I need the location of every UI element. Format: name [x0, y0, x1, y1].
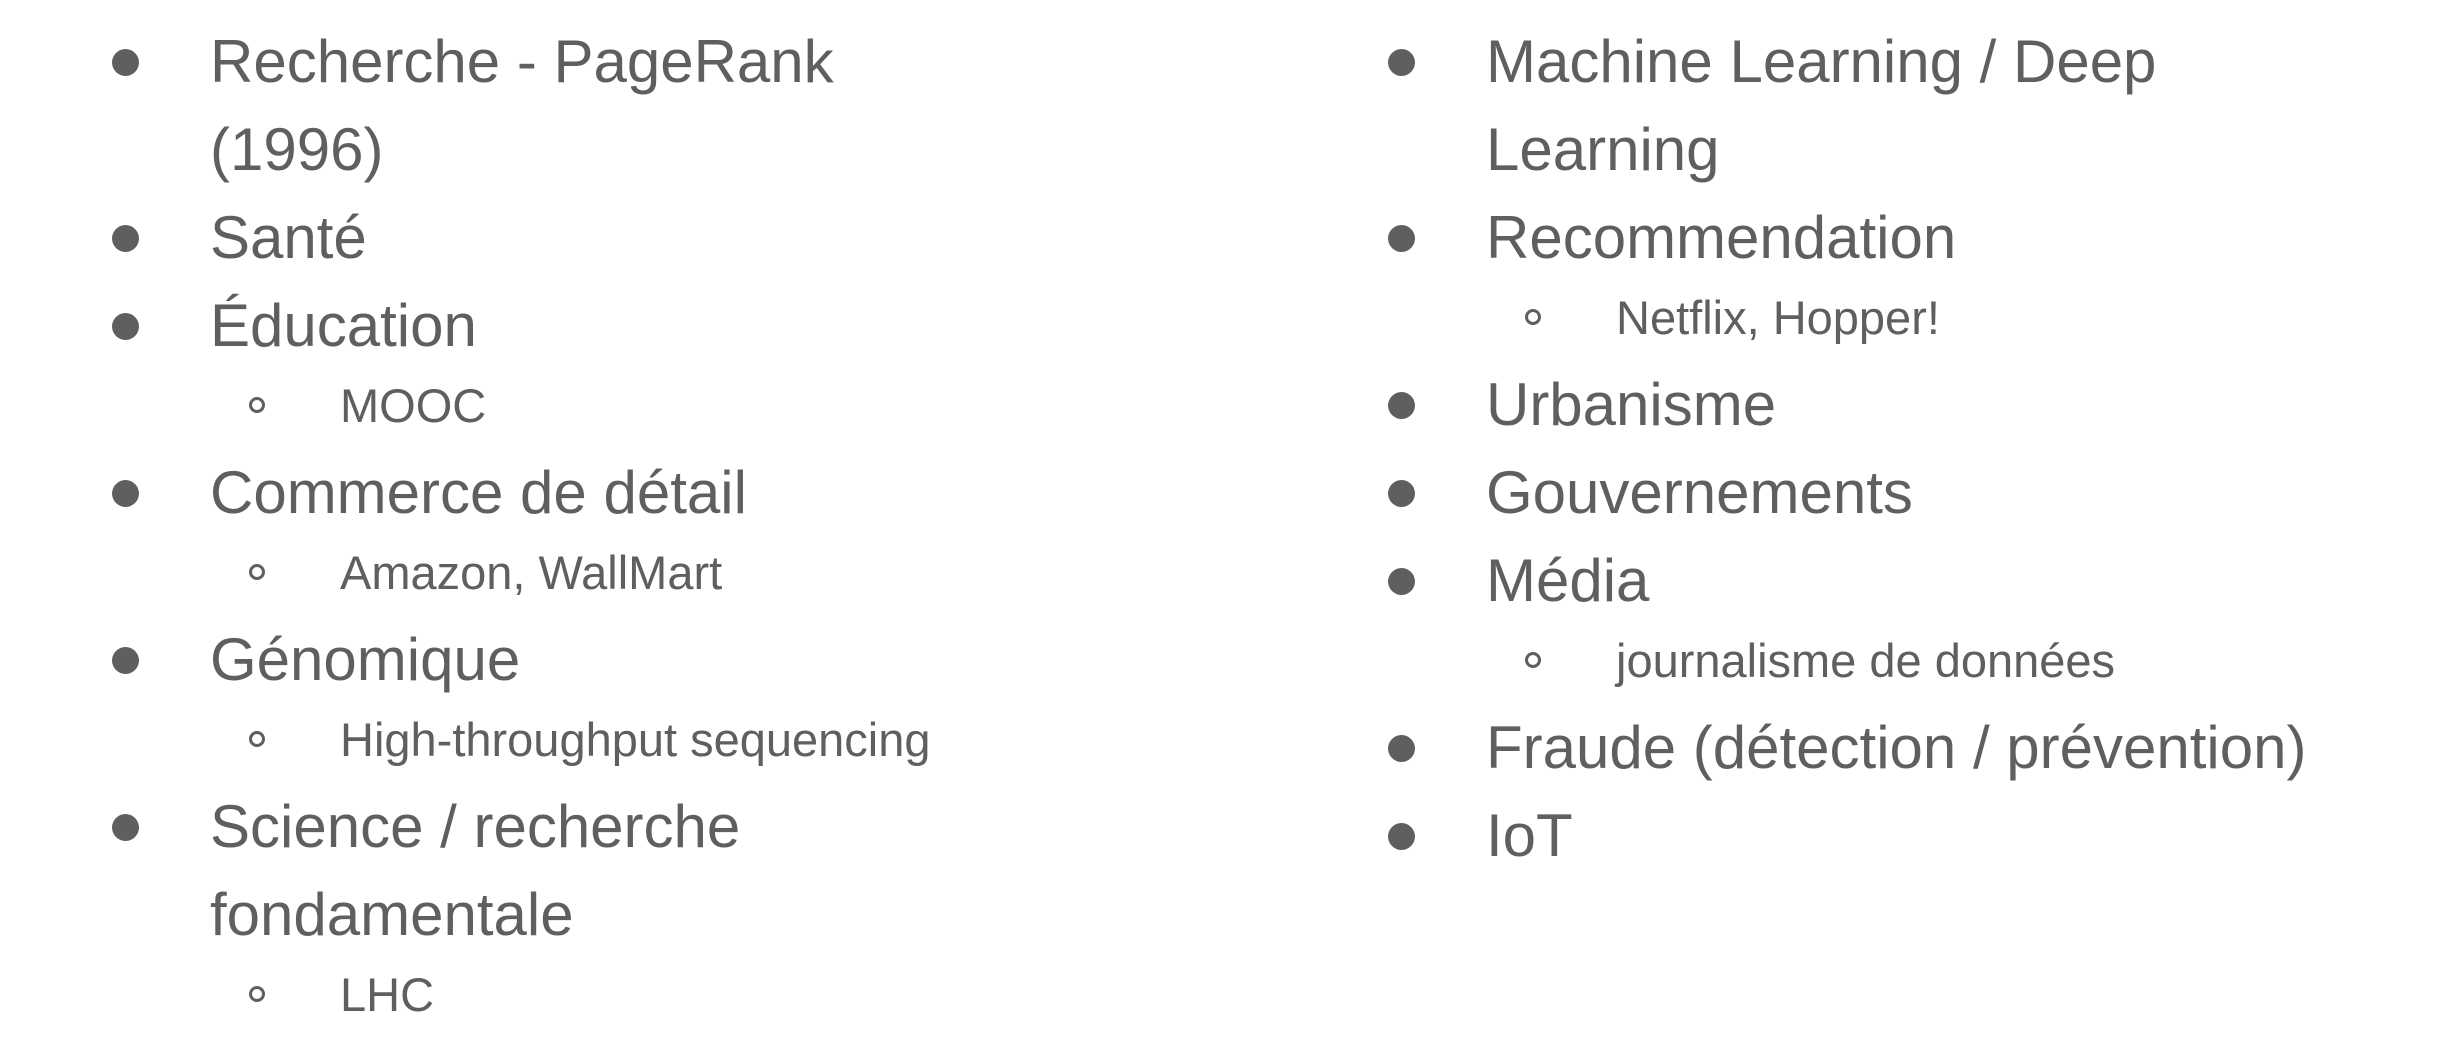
hollow-bullet-icon: [249, 397, 265, 413]
hollow-bullet-icon: [1525, 309, 1541, 325]
list-item-label: Recherche - PageRank (1996): [210, 28, 834, 183]
bullet-icon: [1388, 49, 1415, 76]
bullet-icon: [112, 225, 139, 252]
left-bullet-list: Recherche - PageRank (1996) Santé Éducat…: [0, 18, 1300, 1038]
bullet-icon: [112, 647, 139, 674]
bullet-icon: [1388, 225, 1415, 252]
list-item-label: Fraude (détection / prévention): [1486, 714, 2307, 781]
list-item-gouvernements: Gouvernements: [1270, 449, 2406, 537]
hollow-bullet-icon: [249, 986, 265, 1002]
sub-item-mooc: MOOC: [0, 370, 1300, 442]
list-item-recherche: Recherche - PageRank (1996): [0, 18, 910, 194]
list-item-label: Éducation: [210, 292, 477, 359]
list-item-label: IoT: [1486, 802, 1573, 869]
sub-item-label: Netflix, Hopper!: [1616, 291, 1940, 344]
list-item-urbanisme: Urbanisme: [1270, 361, 2406, 449]
sub-item-label: MOOC: [340, 379, 487, 432]
list-item-science: Science / recherche fondamentale: [0, 783, 910, 959]
bullet-icon: [112, 313, 139, 340]
sub-item-sequencing: High-throughput sequencing: [0, 704, 1300, 776]
sub-item-netflix: Netflix, Hopper!: [1270, 282, 2460, 354]
sub-item-label: Amazon, WallMart: [340, 546, 723, 599]
hollow-bullet-icon: [249, 731, 265, 747]
right-bullet-list: Machine Learning / Deep Learning Recomme…: [1270, 18, 2460, 880]
list-item-media: Média: [1270, 537, 2406, 625]
list-item-label: Science / recherche fondamentale: [210, 793, 741, 948]
list-item-label: Machine Learning / Deep Learning: [1486, 28, 2157, 183]
hollow-bullet-icon: [1525, 652, 1541, 668]
sub-item-journalisme: journalisme de données: [1270, 625, 2460, 697]
list-item-fraude: Fraude (détection / prévention): [1270, 704, 2406, 792]
bullet-icon: [1388, 735, 1415, 762]
list-item-commerce: Commerce de détail: [0, 449, 910, 537]
list-item-iot: IoT: [1270, 792, 2406, 880]
bullet-icon: [1388, 392, 1415, 419]
list-item-label: Gouvernements: [1486, 459, 1913, 526]
bullet-icon: [112, 49, 139, 76]
list-item-label: Recommendation: [1486, 204, 1957, 271]
sub-item-label: LHC: [340, 968, 435, 1021]
list-item-label: Urbanisme: [1486, 371, 1777, 438]
list-item-label: Commerce de détail: [210, 459, 747, 526]
list-item-machine-learning: Machine Learning / Deep Learning: [1270, 18, 2406, 194]
bullet-icon: [112, 814, 139, 841]
sub-item-label: journalisme de données: [1616, 634, 2116, 687]
sub-item-amazon: Amazon, WallMart: [0, 537, 1300, 609]
bullet-icon: [1388, 480, 1415, 507]
bullet-icon: [1388, 823, 1415, 850]
list-item-label: Santé: [210, 204, 367, 271]
sub-item-lhc: LHC: [0, 959, 1300, 1031]
list-item-label: Média: [1486, 547, 1650, 614]
list-item-recommendation: Recommendation: [1270, 194, 2406, 282]
list-item-genomique: Génomique: [0, 616, 910, 704]
list-item-label: Génomique: [210, 626, 521, 693]
hollow-bullet-icon: [249, 564, 265, 580]
bullet-icon: [112, 480, 139, 507]
list-item-sante: Santé: [0, 194, 910, 282]
sub-item-label: High-throughput sequencing: [340, 713, 931, 766]
bullet-icon: [1388, 568, 1415, 595]
list-item-education: Éducation: [0, 282, 910, 370]
